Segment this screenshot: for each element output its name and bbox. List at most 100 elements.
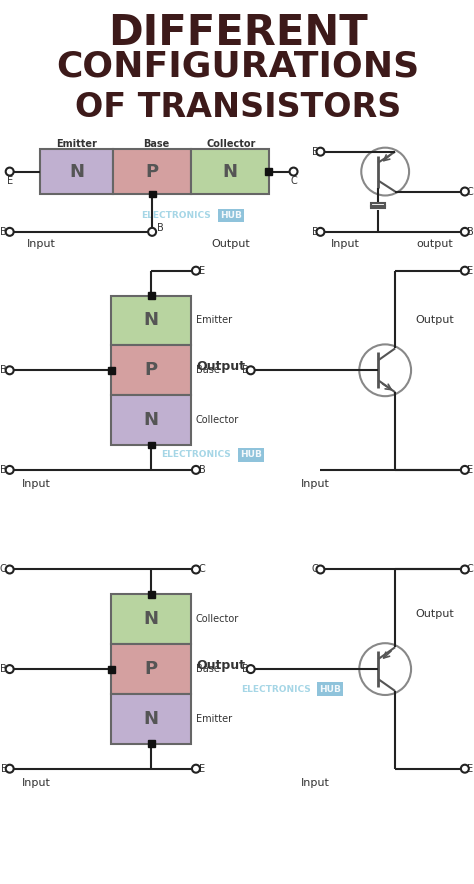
Circle shape [461,267,469,275]
Text: N: N [144,710,159,728]
Text: HUB: HUB [240,451,262,460]
Text: Collector: Collector [206,139,255,149]
Bar [111,295,191,346]
Bar [371,206,385,209]
Circle shape [317,228,324,236]
Circle shape [6,566,14,574]
Text: Input: Input [301,778,330,788]
Text: Emitter: Emitter [56,139,97,149]
Bar [111,644,191,694]
Circle shape [359,644,411,695]
Text: ELECTRONICS: ELECTRONICS [241,684,310,694]
Text: B: B [0,227,7,237]
Bar [111,594,191,644]
Bar [39,149,113,194]
Text: Collector: Collector [196,415,239,425]
Text: B: B [157,223,164,232]
Text: Input: Input [27,239,56,248]
Text: output: output [417,239,453,248]
Text: B: B [199,465,206,475]
Bar [147,441,155,448]
Text: B: B [0,365,7,376]
Text: C: C [312,565,319,575]
Circle shape [247,366,255,374]
Bar [108,666,115,673]
Bar [149,191,155,197]
Text: Output: Output [416,316,455,325]
Text: ELECTRONICS: ELECTRONICS [161,451,231,460]
Text: E: E [467,266,473,276]
Bar [147,591,155,598]
Text: E: E [312,147,319,156]
Text: N: N [144,311,159,330]
Text: P: P [145,660,158,678]
Text: P: P [145,362,158,379]
Text: E: E [7,176,13,186]
Text: C: C [467,565,474,575]
Text: C: C [199,565,206,575]
Bar [111,346,191,395]
Circle shape [317,148,324,156]
Text: Output: Output [211,239,250,248]
Text: OF TRANSISTORS: OF TRANSISTORS [74,91,401,125]
Text: HUB: HUB [220,211,242,220]
Circle shape [359,345,411,396]
Circle shape [192,765,200,773]
Text: E: E [0,764,7,774]
Bar [191,149,269,194]
Circle shape [6,665,14,673]
Text: E: E [467,465,473,475]
Circle shape [6,366,14,374]
Bar [147,740,155,747]
Bar [265,168,272,175]
Text: Base: Base [196,664,220,674]
Circle shape [6,168,14,176]
Text: Emitter: Emitter [196,316,232,325]
Text: Input: Input [331,239,360,248]
Text: DIFFERENT: DIFFERENT [108,11,368,54]
Text: N: N [144,411,159,429]
Text: Output: Output [416,609,455,620]
Circle shape [192,267,200,275]
Text: HUB: HUB [319,684,341,694]
Circle shape [317,566,324,574]
Text: Input: Input [22,778,51,788]
Circle shape [461,566,469,574]
Text: Input: Input [301,479,330,489]
Text: N: N [144,610,159,629]
Text: B: B [242,664,249,674]
Text: N: N [69,163,84,180]
Circle shape [148,228,156,236]
Bar [113,149,191,194]
Circle shape [192,466,200,474]
Text: E: E [467,764,473,774]
Bar [147,292,155,299]
Text: C: C [467,187,474,196]
Text: Collector: Collector [196,614,239,624]
Circle shape [6,765,14,773]
Circle shape [290,168,298,176]
Circle shape [461,187,469,195]
Text: Output: Output [196,360,245,373]
Text: Base: Base [143,139,169,149]
Circle shape [461,228,469,236]
Text: P: P [146,163,159,180]
Text: ELECTRONICS: ELECTRONICS [141,211,211,220]
Text: C: C [290,176,297,186]
Text: C: C [0,565,7,575]
Circle shape [6,228,14,236]
Text: CONFIGURATIONS: CONFIGURATIONS [56,50,419,84]
Text: Input: Input [22,479,51,489]
Bar [111,694,191,743]
Text: E: E [199,764,205,774]
Text: B: B [467,227,474,237]
Circle shape [247,665,255,673]
Bar [111,395,191,445]
Text: B: B [0,664,7,674]
Circle shape [6,466,14,474]
Circle shape [192,566,200,574]
Bar [108,367,115,374]
Circle shape [461,466,469,474]
Text: Emitter: Emitter [196,714,232,724]
Circle shape [361,148,409,195]
